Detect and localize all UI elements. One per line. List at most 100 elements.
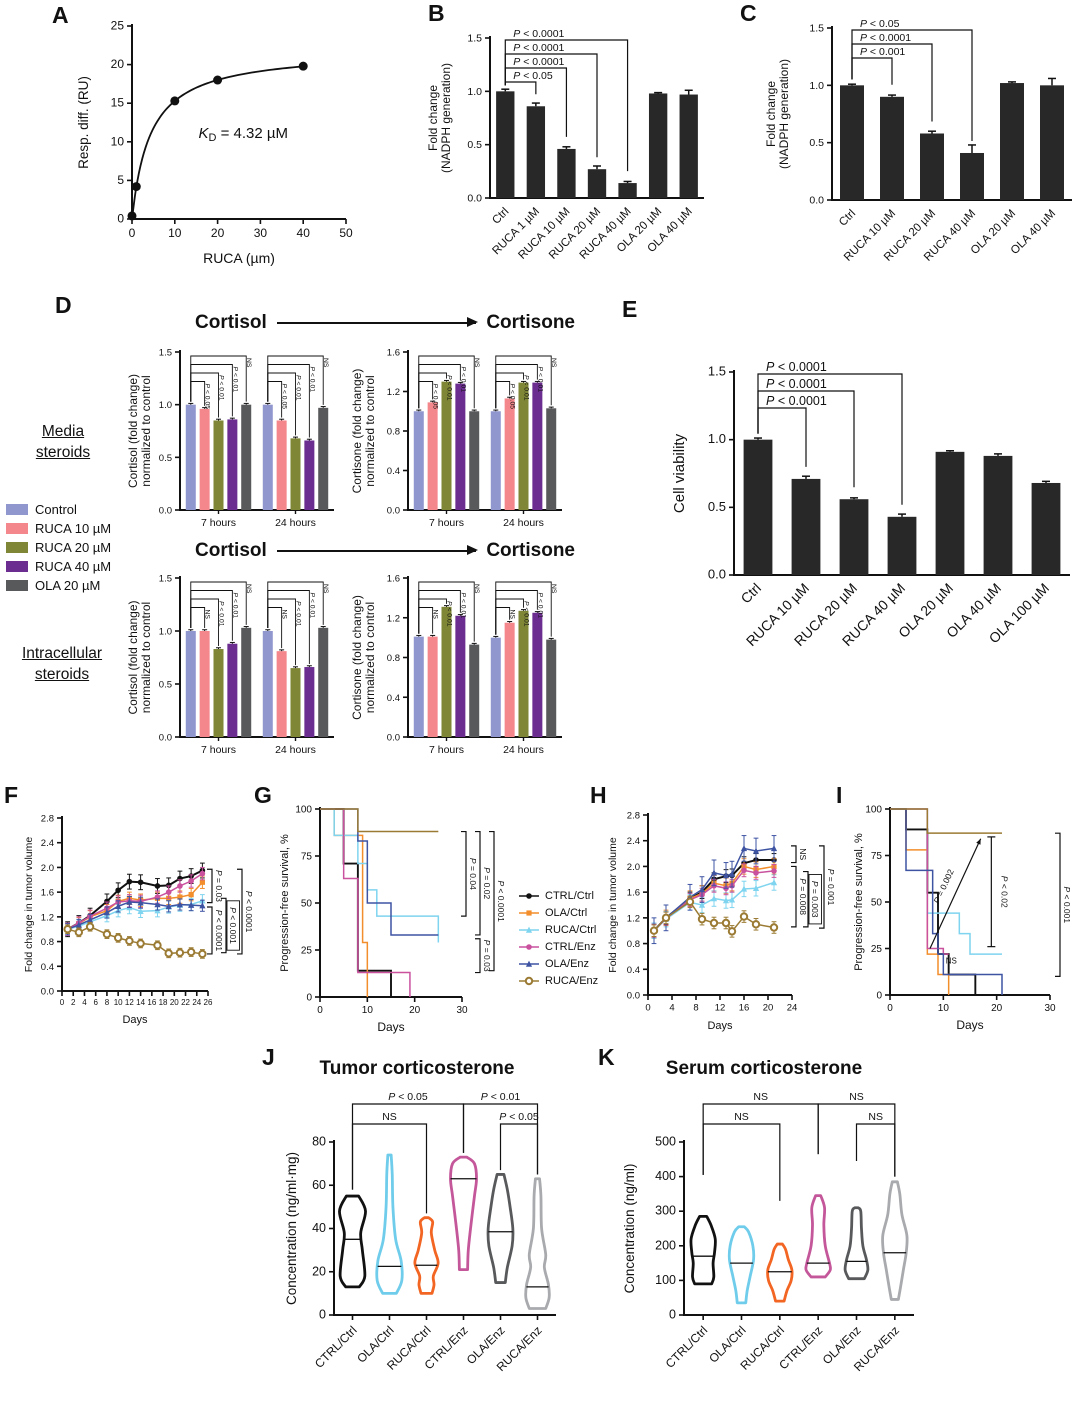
svg-text:0.5: 0.5: [809, 137, 824, 149]
svg-text:1.6: 1.6: [627, 888, 640, 899]
panel-d-header-intracellular: Cortisol Cortisone: [195, 540, 575, 562]
svg-text:P < 0.01: P < 0.01: [459, 593, 466, 619]
svg-text:0: 0: [876, 991, 882, 1002]
svg-text:1.6: 1.6: [387, 348, 400, 359]
svg-text:Fold change: Fold change: [428, 85, 440, 151]
chart-svg: 0 20 40 60 80 Concentration (ng/ml·mg) CTRL/Ct…: [284, 1091, 556, 1374]
svg-text:P < 0.05: P < 0.05: [513, 70, 553, 82]
svg-text:24 hours: 24 hours: [275, 744, 316, 756]
svg-text:KD = 4.32 µM: KD = 4.32 µM: [198, 125, 288, 144]
svg-text:0.0: 0.0: [809, 195, 824, 207]
svg-text:P = 0.03: P = 0.03: [214, 870, 224, 902]
legend-marker-icon: [519, 976, 539, 986]
svg-text:NS: NS: [946, 956, 957, 965]
svg-text:1.5: 1.5: [467, 33, 482, 45]
svg-text:Cell viability: Cell viability: [671, 433, 688, 513]
panel-f-chart: 0.0 0.4 0.8 1.2 1.6 2.0 2.4 2.8 0 2 4 6 8 10 12 14 16 18 2…: [14, 798, 254, 1043]
svg-text:8: 8: [693, 1003, 698, 1014]
svg-text:300: 300: [655, 1204, 676, 1218]
svg-text:22: 22: [181, 998, 190, 1007]
svg-text:0.5: 0.5: [708, 499, 726, 514]
svg-text:0: 0: [306, 993, 312, 1004]
svg-text:P = 0.04: P = 0.04: [468, 858, 478, 890]
svg-text:1.0: 1.0: [159, 400, 172, 411]
svg-text:4: 4: [669, 1003, 674, 1014]
legend-item: OLA/Ctrl: [518, 906, 598, 920]
media-steroids-label: Media steroids: [35, 423, 91, 461]
svg-text:30: 30: [456, 1005, 468, 1016]
svg-text:NS: NS: [473, 358, 480, 368]
svg-text:0.8: 0.8: [41, 937, 54, 948]
svg-text:Progression-free survival, %: Progression-free survival, %: [853, 833, 865, 971]
svg-text:0: 0: [117, 212, 124, 226]
svg-text:Cortisol (fold change): Cortisol (fold change): [126, 600, 140, 714]
legend-label: Control: [35, 502, 77, 517]
legend-swatch: [6, 523, 28, 534]
svg-text:0.8: 0.8: [627, 939, 640, 950]
svg-text:60: 60: [312, 1178, 326, 1192]
panel-d-header-media: Cortisol Cortisone: [195, 312, 575, 334]
svg-text:7 hours: 7 hours: [429, 517, 464, 529]
svg-text:Days: Days: [956, 1018, 983, 1032]
svg-text:normalized to control: normalized to control: [139, 602, 153, 713]
svg-text:0.4: 0.4: [41, 962, 54, 973]
chart-svg: 0.0 0.5 1.0 1.5 Fold change (NADPH generation…: [764, 18, 1072, 264]
panel-g-label: G: [254, 782, 272, 808]
legend-marker-icon: [519, 960, 539, 967]
svg-text:P < 0.0001: P < 0.0001: [214, 910, 224, 952]
panel-j-label: J: [262, 1044, 275, 1070]
svg-text:1.0: 1.0: [467, 86, 482, 98]
svg-text:CTRL/Ctrl: CTRL/Ctrl: [312, 1323, 360, 1371]
svg-text:Cortisone (fold change): Cortisone (fold change): [350, 369, 364, 494]
svg-text:P < 0.01: P < 0.01: [459, 367, 466, 393]
svg-text:P < 0.0001: P < 0.0001: [513, 56, 564, 68]
svg-text:P < 0.05: P < 0.05: [499, 1111, 539, 1123]
svg-text:30: 30: [1044, 1003, 1056, 1014]
svg-text:0: 0: [129, 226, 136, 240]
legend-item: RUCA 10 µM: [6, 521, 111, 536]
svg-text:1.5: 1.5: [159, 348, 172, 359]
svg-text:P < 0.01: P < 0.01: [481, 1091, 521, 1103]
svg-text:P < 0.01: P < 0.01: [308, 367, 315, 393]
svg-text:P < 0.0001: P < 0.0001: [513, 42, 564, 54]
legend-label: CTRL/Ctrl: [545, 890, 594, 902]
legend-item: RUCA 20 µM: [6, 540, 111, 555]
svg-text:7 hours: 7 hours: [429, 744, 464, 756]
svg-text:0: 0: [669, 1308, 676, 1322]
svg-text:Days: Days: [377, 1020, 404, 1034]
panel-c-chart: 0.0 0.5 1.0 1.5 Fold change (NADPH generation…: [742, 2, 1078, 292]
legend-item: RUCA/Enz: [518, 974, 598, 988]
legend-label: CTRL/Enz: [545, 941, 596, 953]
svg-text:2.4: 2.4: [627, 836, 640, 847]
panel-d-legend: Control RUCA 10 µM RUCA 20 µM RUCA 40 µM…: [6, 498, 111, 597]
svg-text:normalized to control: normalized to control: [139, 375, 153, 486]
svg-text:P = 0.008: P = 0.008: [798, 878, 808, 915]
svg-text:24 hours: 24 hours: [503, 517, 544, 529]
svg-text:Progression-free survival, %: Progression-free survival, %: [279, 834, 291, 972]
svg-text:20: 20: [111, 57, 125, 71]
svg-text:CTRL/Ctrl: CTRL/Ctrl: [663, 1323, 711, 1371]
svg-text:24: 24: [192, 998, 201, 1007]
svg-text:P < 0.01: P < 0.01: [536, 367, 543, 393]
svg-text:10: 10: [114, 998, 123, 1007]
svg-text:12: 12: [125, 998, 134, 1007]
svg-text:P < 0.0001: P < 0.0001: [766, 377, 827, 391]
svg-text:10: 10: [111, 134, 125, 148]
svg-text:P < 0.05: P < 0.05: [281, 384, 288, 410]
legend-item: OLA/Enz: [518, 957, 598, 971]
svg-text:25: 25: [301, 946, 313, 957]
svg-text:P < 0.001: P < 0.001: [228, 907, 238, 944]
svg-text:1.0: 1.0: [809, 80, 824, 92]
svg-text:0.8: 0.8: [387, 427, 400, 438]
svg-text:P = 0.001: P = 0.001: [826, 869, 836, 906]
svg-text:P < 0.05: P < 0.05: [388, 1091, 428, 1103]
svg-text:7 hours: 7 hours: [201, 517, 236, 529]
svg-text:Days: Days: [122, 1014, 148, 1026]
svg-text:Ctrl: Ctrl: [490, 206, 511, 227]
svg-text:0.0: 0.0: [159, 506, 172, 517]
svg-text:1.2: 1.2: [387, 387, 400, 398]
svg-text:NS: NS: [204, 610, 211, 620]
svg-text:0.0: 0.0: [627, 991, 640, 1002]
svg-text:P < 0.05: P < 0.05: [432, 384, 439, 410]
legend-label: OLA/Ctrl: [545, 907, 588, 919]
